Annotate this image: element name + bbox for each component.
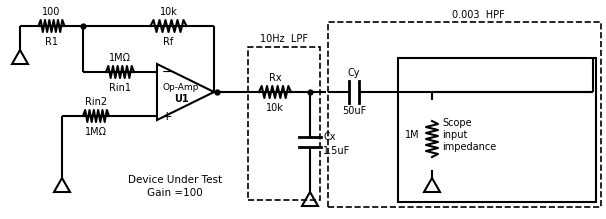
Bar xyxy=(398,58,596,202)
Text: 10k: 10k xyxy=(159,7,178,17)
Text: 1.5uF: 1.5uF xyxy=(323,146,350,156)
Bar xyxy=(248,47,320,200)
Text: 50uF: 50uF xyxy=(342,106,366,116)
Text: U1: U1 xyxy=(174,94,188,104)
Text: 0.003  HPF: 0.003 HPF xyxy=(452,10,505,20)
Text: 10Hz  LPF: 10Hz LPF xyxy=(260,34,308,44)
Text: Cx: Cx xyxy=(323,132,336,142)
Text: R1: R1 xyxy=(45,37,58,47)
Text: 1MΩ: 1MΩ xyxy=(109,53,131,63)
Text: Rx: Rx xyxy=(268,73,281,83)
Text: Cy: Cy xyxy=(348,68,360,78)
Text: Rin2: Rin2 xyxy=(85,97,107,107)
Text: 1M: 1M xyxy=(405,130,420,140)
Text: Device Under Test
Gain =100: Device Under Test Gain =100 xyxy=(128,175,222,198)
Text: 100: 100 xyxy=(42,7,61,17)
Text: 1MΩ: 1MΩ xyxy=(85,127,107,137)
Text: Op-Amp: Op-Amp xyxy=(163,83,199,92)
Bar xyxy=(328,22,601,207)
Text: +: + xyxy=(162,110,173,122)
Text: 10k: 10k xyxy=(266,103,284,113)
Text: Rin1: Rin1 xyxy=(109,83,131,93)
Text: −: − xyxy=(162,65,173,78)
Text: Scope
input
impedance: Scope input impedance xyxy=(442,118,496,152)
Text: Rf: Rf xyxy=(164,37,174,47)
